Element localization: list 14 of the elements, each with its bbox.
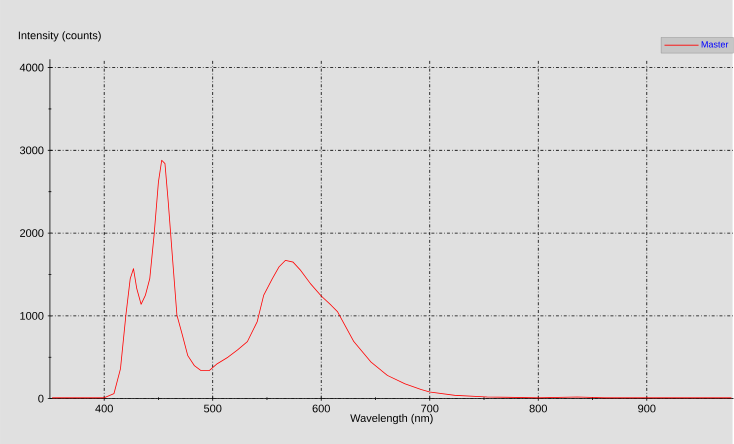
y-tick-label: 2000 xyxy=(20,229,44,237)
y-tick-label: 1000 xyxy=(20,312,44,320)
x-tick-label: 600 xyxy=(312,404,330,412)
x-tick-label: 800 xyxy=(530,404,547,412)
y-tick-label: 3000 xyxy=(20,146,44,154)
y-axis-title: Intensity (counts) xyxy=(18,31,101,42)
x-axis-title: Wavelength (nm) xyxy=(350,414,433,424)
x-tick-label: 900 xyxy=(638,404,656,412)
y-tick-label: 0 xyxy=(38,394,44,402)
x-tick-label: 400 xyxy=(95,404,113,412)
x-tick-label: 700 xyxy=(421,404,438,412)
legend-label: Master xyxy=(702,41,728,48)
x-tick-label: 500 xyxy=(204,404,222,412)
y-tick-label: 4000 xyxy=(20,64,44,72)
